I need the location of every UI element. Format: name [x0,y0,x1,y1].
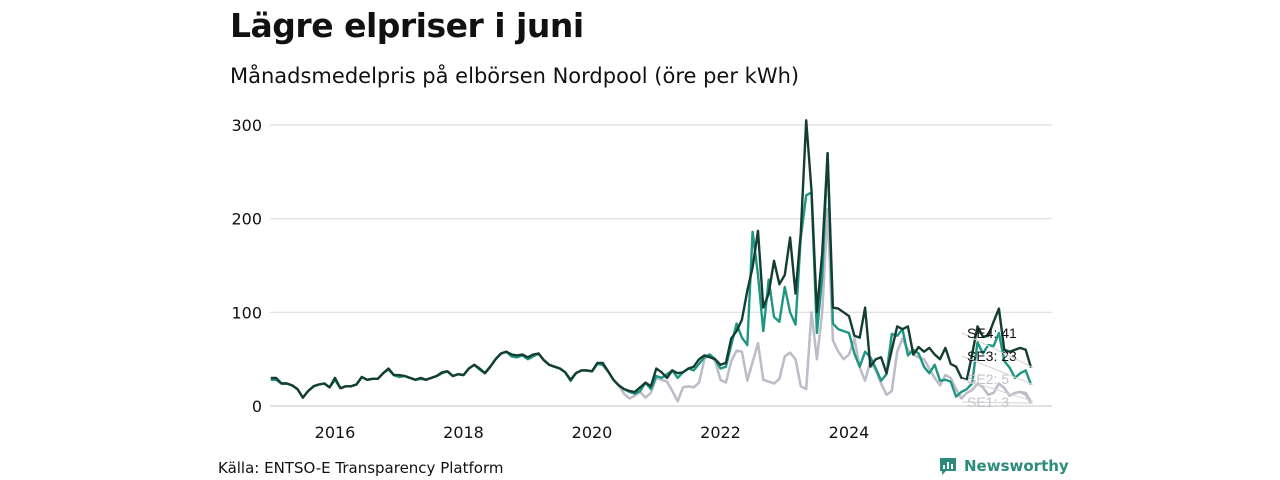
source-note: Källa: ENTSO-E Transparency Platform [218,459,504,477]
x-tick-label: 2022 [700,423,741,442]
y-tick-label: 300 [231,116,262,135]
y-axis-ticks: 0 100 200 300 [231,116,262,416]
gridlines [270,124,1052,407]
x-tick-label: 2016 [315,423,356,442]
leader-line-se1 [961,401,1034,404]
y-tick-label: 200 [231,210,262,229]
chart-subtitle: Månadsmedelpris på elbörsen Nordpool (ör… [230,64,800,88]
series-end-labels: SE1: 3 SE2: 5 SE3: 23 SE4: 41 [961,325,1034,410]
x-tick-label: 2020 [572,423,613,442]
series-lines [270,119,1033,404]
x-tick-label: 2018 [443,423,484,442]
series-line-se4 [270,119,1033,399]
newsworthy-logo-icon [940,458,956,475]
end-label-se2: SE2: 5 [967,371,1009,387]
series-line-se3 [270,151,1033,399]
brand-logo: Newsworthy [938,456,1069,476]
series-line-se1 [270,208,1033,404]
end-label-se4: SE4: 41 [967,325,1017,341]
end-label-se3: SE3: 23 [967,348,1017,364]
chart-title: Lägre elpriser i juni [230,6,584,45]
leader-line-se3 [961,355,1034,385]
end-label-se1: SE1: 3 [967,394,1009,410]
y-tick-label: 100 [231,303,262,322]
leader-line-se2 [961,378,1034,402]
x-axis-ticks: 2016 2018 2020 2022 2024 [315,423,870,442]
leader-line-se4 [961,332,1034,369]
brand-name: Newsworthy [964,457,1069,475]
x-tick-label: 2024 [829,423,870,442]
y-tick-label: 0 [252,397,262,416]
